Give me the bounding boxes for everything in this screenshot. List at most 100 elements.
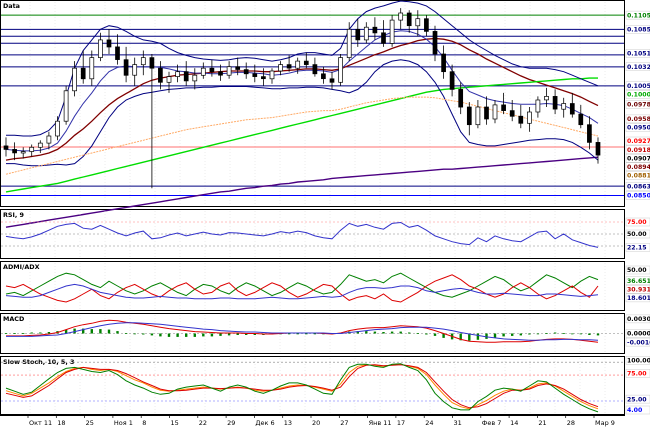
candle xyxy=(295,57,301,74)
candle xyxy=(20,147,26,159)
candle xyxy=(46,131,52,150)
candle-body xyxy=(389,19,395,44)
candle xyxy=(140,50,146,76)
candle-body xyxy=(406,12,412,27)
candle-body xyxy=(338,57,343,83)
price-price-label: 0.09582 xyxy=(625,114,650,124)
x-axis-tick-label: Окт 11 xyxy=(29,419,52,427)
macd-histogram-bar xyxy=(579,333,582,335)
price-label-box xyxy=(625,171,650,180)
macd-histogram-bar xyxy=(433,333,437,336)
price-label-text: 0.10001 xyxy=(627,92,650,99)
stoch-label-text: 75.00 xyxy=(627,370,647,377)
candle xyxy=(149,54,155,189)
candle xyxy=(209,59,215,77)
rsi-panel[interactable]: RSI, 9 xyxy=(0,209,625,259)
dmi-line xyxy=(5,283,599,300)
candle xyxy=(509,100,515,122)
macd-histogram-bar xyxy=(227,333,231,336)
candle-body xyxy=(492,104,498,120)
candle xyxy=(29,144,35,157)
x-axis-tick-label: 24 xyxy=(425,419,433,427)
stoch-label-box xyxy=(625,369,650,378)
candle xyxy=(432,25,438,62)
candle-body xyxy=(29,146,35,152)
candle xyxy=(218,64,223,81)
candle xyxy=(329,71,335,90)
candle-body xyxy=(158,67,163,83)
candle xyxy=(3,137,9,157)
candle-body xyxy=(140,57,146,66)
candle xyxy=(89,50,95,86)
candle-body xyxy=(278,64,283,72)
macd-label-text: -0.00161 xyxy=(627,339,650,346)
macd-histogram-bar xyxy=(185,333,188,337)
x-axis-tick-label: 17 xyxy=(397,419,405,427)
candle xyxy=(569,92,575,118)
candle xyxy=(312,57,318,77)
dmi-label-box xyxy=(625,265,650,275)
candle xyxy=(484,96,489,125)
candle-body xyxy=(363,26,369,41)
candle-body xyxy=(261,76,266,80)
macd-histogram-bar xyxy=(373,331,377,334)
x-axis-tick-label: 25 xyxy=(86,419,94,427)
candle-body xyxy=(475,106,481,126)
macd-histogram-bar xyxy=(485,333,488,339)
candle-body xyxy=(218,71,223,76)
macd-label-text: 0.00000 xyxy=(627,331,650,338)
stoch-label-text: 100.00 xyxy=(627,358,650,365)
rsi-panel-frame xyxy=(0,209,625,259)
dmi-panel[interactable]: ADMI/ADX xyxy=(0,261,625,311)
candle-body xyxy=(20,151,26,154)
x-axis-tick-label: 8 xyxy=(142,419,146,427)
stoch-price-label: 25.00 xyxy=(625,394,650,404)
macd-histogram-bar xyxy=(296,333,299,335)
rsi-panel-title: RSI, 9 xyxy=(3,211,25,219)
rsi-price-label: 50.00 xyxy=(625,229,650,239)
candle xyxy=(372,17,378,40)
price-label-text: 0.08941 xyxy=(627,164,650,171)
candle xyxy=(458,82,464,115)
candle-body xyxy=(192,74,198,82)
macd-histogram-bar xyxy=(39,332,42,334)
price-price-label: 0.10001 xyxy=(625,90,650,99)
price-label-text: 0.09183 xyxy=(627,147,650,154)
candle-body xyxy=(458,89,464,108)
candle xyxy=(501,92,506,115)
candle xyxy=(72,61,77,97)
x-axis-tick-label: 13 xyxy=(284,419,292,427)
candle xyxy=(561,97,567,118)
candle xyxy=(115,34,120,65)
candle-body xyxy=(80,67,86,80)
macd-histogram-bar xyxy=(30,332,33,334)
price-panel-title: Data xyxy=(3,2,20,10)
candle-body xyxy=(424,18,429,32)
price-label-box xyxy=(625,162,650,172)
price-price-label: 0.08500 xyxy=(625,191,650,200)
macd-label-box xyxy=(625,329,650,338)
x-axis-tick-label: 14 xyxy=(510,419,518,427)
stoch-label-box xyxy=(625,405,650,415)
price-label-box xyxy=(625,114,650,124)
x-axis-tick-label: Ноя 1 xyxy=(114,419,133,427)
stoch-line xyxy=(5,363,599,413)
candle xyxy=(269,68,275,84)
macd-panel-title: MACD xyxy=(3,315,24,323)
price-panel[interactable]: Data xyxy=(0,0,625,207)
candle xyxy=(355,18,361,47)
candle-body xyxy=(398,12,404,21)
candle-body xyxy=(372,26,378,34)
candle-body xyxy=(3,145,9,150)
candle-body xyxy=(106,39,112,48)
stoch-price-label: 75.00 xyxy=(625,369,650,378)
macd-histogram-bar xyxy=(408,332,411,334)
candle xyxy=(441,45,446,79)
candle-body xyxy=(235,66,241,70)
price-label-text: 0.08500 xyxy=(627,193,650,200)
candle xyxy=(338,54,343,86)
